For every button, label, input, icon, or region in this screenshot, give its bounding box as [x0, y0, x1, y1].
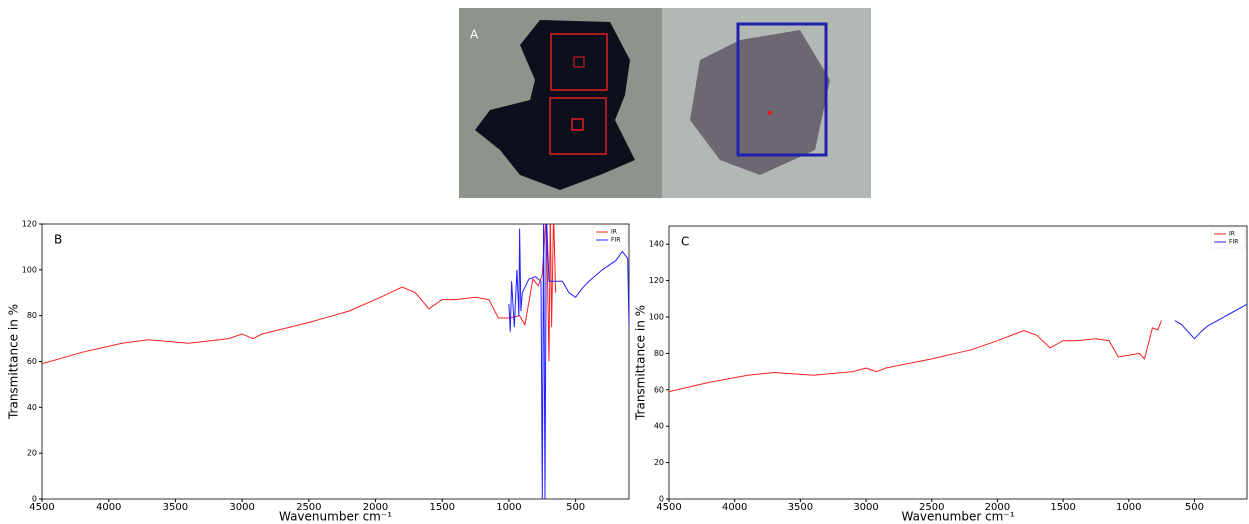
x-tick-label: 2000 — [985, 502, 1010, 513]
y-tick-label: 100 — [22, 265, 37, 274]
legend-box — [592, 225, 628, 247]
x-tick-label: 1000 — [1116, 502, 1141, 513]
x-tick-label: 1500 — [1050, 502, 1075, 513]
x-tick-label: 2500 — [296, 502, 321, 513]
x-axis-label: Wavenumber cm⁻¹ — [901, 510, 1014, 524]
legend-label: FIR — [1229, 239, 1238, 246]
x-tick-label: 2500 — [919, 502, 944, 513]
plot-area — [41, 223, 630, 500]
x-tick-label: 4000 — [722, 502, 747, 513]
plot-lines — [42, 224, 629, 499]
y-tick-label: 20 — [27, 449, 37, 458]
y-tick-label: 0 — [659, 495, 664, 504]
x-tick-label: 4500 — [656, 502, 681, 513]
y-tick-label: 40 — [654, 422, 664, 431]
roi — [549, 97, 607, 155]
y-tick-label: 80 — [654, 349, 664, 358]
panel-label: B — [54, 233, 62, 247]
y-tick-label: 140 — [649, 240, 664, 249]
y-tick-label: 60 — [27, 357, 37, 366]
y-tick-label: 40 — [27, 403, 37, 412]
y-axis-label: Transmittance in % — [7, 304, 21, 420]
roi — [768, 111, 772, 115]
x-tick-label: 1500 — [430, 502, 455, 513]
x-tick-label: 3000 — [853, 502, 878, 513]
panel-label: C — [681, 235, 689, 249]
microscope-images: A — [459, 8, 871, 198]
legend-label: FIR — [611, 237, 620, 244]
roi — [736, 22, 828, 157]
spectrum-line — [42, 224, 557, 365]
legend-label: IR — [1229, 231, 1235, 238]
x-tick-label: 4500 — [29, 502, 54, 513]
y-tick-label: 20 — [654, 458, 664, 467]
spectrum-line — [1174, 303, 1247, 340]
y-axis-label: Transmittance in % — [634, 305, 648, 421]
x-tick-label: 1000 — [496, 502, 521, 513]
spectrum-line — [508, 224, 629, 499]
particle — [475, 20, 635, 190]
particle — [690, 30, 830, 175]
legend-box — [1210, 227, 1246, 249]
x-tick-label: 2000 — [363, 502, 388, 513]
x-axis-label: Wavenumber cm⁻¹ — [279, 510, 392, 524]
plot-lines — [669, 303, 1247, 393]
x-tick-label: 3500 — [163, 502, 188, 513]
legend-label: IR — [611, 229, 617, 236]
spectrum-line — [669, 320, 1163, 393]
roi — [550, 33, 608, 91]
panel-label: A — [470, 28, 479, 42]
y-tick-label: 0 — [32, 495, 37, 504]
x-tick-label: 500 — [566, 502, 585, 513]
y-tick-label: 120 — [22, 220, 37, 229]
y-tick-label: 100 — [649, 313, 664, 322]
roi — [571, 118, 584, 131]
y-tick-label: 60 — [654, 385, 664, 394]
plot-area — [668, 225, 1248, 500]
x-tick-label: 3500 — [788, 502, 813, 513]
roi — [573, 56, 585, 68]
y-tick-label: 120 — [649, 276, 664, 285]
x-tick-label: 500 — [1185, 502, 1204, 513]
y-tick-label: 80 — [27, 311, 37, 320]
x-tick-label: 4000 — [96, 502, 121, 513]
x-tick-label: 3000 — [229, 502, 254, 513]
